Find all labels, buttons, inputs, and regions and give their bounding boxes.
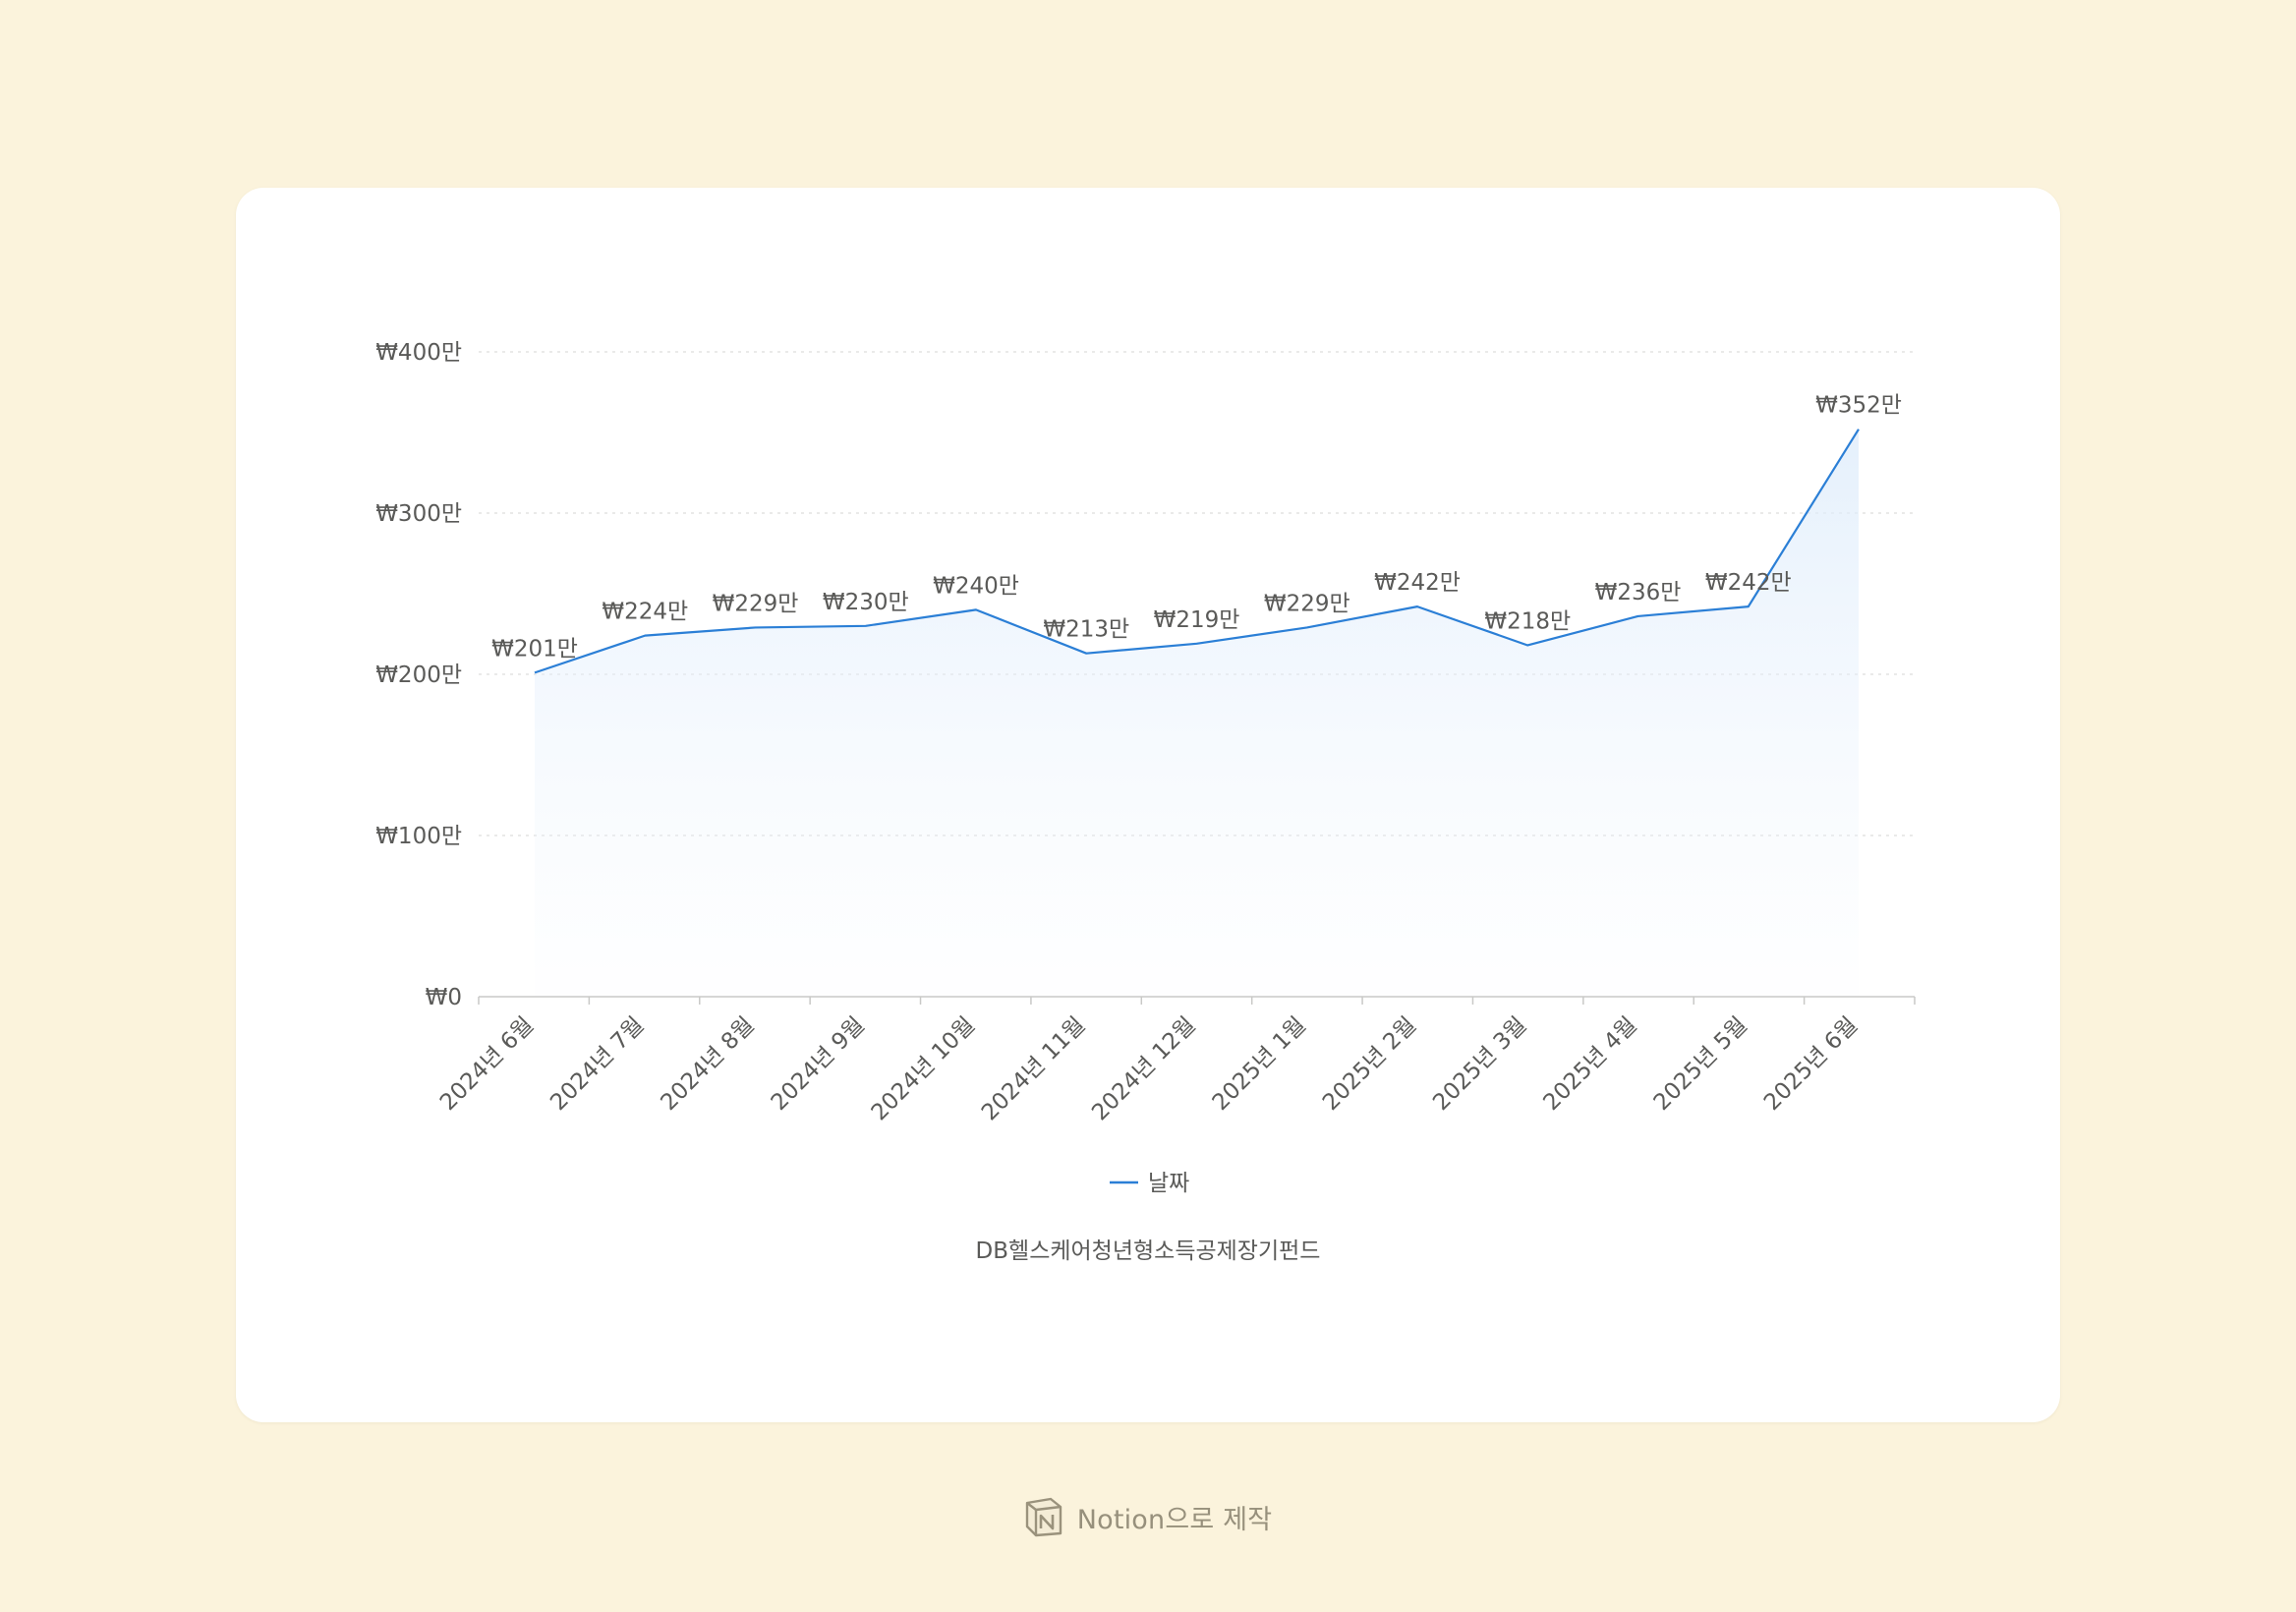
data-label: ₩213만 bbox=[1043, 617, 1129, 643]
line-chart: ₩0₩100만₩200만₩300만₩400만 2024년 6월 2024년 7월 2… bbox=[375, 340, 1916, 1264]
data-point[interactable] bbox=[973, 606, 979, 612]
data-label: ₩218만 bbox=[1484, 608, 1571, 634]
x-tick-label: 2024년 10월 bbox=[867, 1012, 981, 1126]
x-tick-label: 2025년 4월 bbox=[1539, 1012, 1642, 1116]
data-point[interactable] bbox=[642, 633, 648, 639]
data-label: ₩201만 bbox=[491, 636, 578, 662]
x-tick-label: 2024년 6월 bbox=[435, 1012, 539, 1116]
data-point[interactable] bbox=[532, 669, 538, 675]
data-point[interactable] bbox=[863, 623, 869, 629]
data-label: ₩224만 bbox=[602, 600, 688, 625]
x-axis bbox=[478, 996, 1916, 1005]
data-label: ₩240만 bbox=[933, 573, 1019, 599]
data-point[interactable] bbox=[1636, 613, 1641, 619]
notion-icon bbox=[1025, 1497, 1062, 1537]
x-tick-label: 2024년 7월 bbox=[545, 1012, 649, 1116]
data-point[interactable] bbox=[1083, 651, 1089, 657]
series-line bbox=[534, 429, 1860, 674]
y-tick-label: ₩100만 bbox=[375, 824, 462, 849]
data-labels: ₩201만 ₩224만 ₩229만 ₩230만 ₩240만 ₩213만 ₩219만 ₩229만… bbox=[491, 393, 1902, 662]
x-tick-label: 2025년 5월 bbox=[1649, 1012, 1752, 1116]
data-label: ₩352만 bbox=[1815, 393, 1902, 419]
legend-label: 날짜 bbox=[1148, 1171, 1189, 1196]
y-tick-label: ₩0 bbox=[426, 985, 462, 1010]
data-point[interactable] bbox=[1856, 427, 1862, 432]
data-label: ₩229만 bbox=[713, 591, 799, 616]
data-point[interactable] bbox=[753, 624, 759, 630]
chart-title: DB헬스케어청년형소득공제장기펀드 bbox=[976, 1238, 1321, 1264]
x-tick-label: 2025년 1월 bbox=[1208, 1012, 1311, 1116]
data-label: ₩229만 bbox=[1264, 591, 1350, 616]
series-line-layer bbox=[532, 427, 1862, 675]
data-point[interactable] bbox=[1746, 604, 1751, 609]
x-tick-label: 2024년 11월 bbox=[977, 1012, 1091, 1126]
made-with-notion[interactable]: Notion으로 제작 bbox=[0, 1493, 2296, 1540]
x-tick-label: 2024년 9월 bbox=[767, 1012, 870, 1116]
area-fill-layer bbox=[535, 429, 1859, 998]
x-tick-label: 2024년 8월 bbox=[657, 1012, 760, 1116]
data-label: ₩236만 bbox=[1595, 580, 1682, 605]
chart-card: ₩0 ₩100만 ₩200만 ₩300만 ₩400만 2024년 6월 2024년 7월 2… bbox=[236, 188, 2060, 1422]
y-tick-label: ₩300만 bbox=[375, 501, 462, 527]
x-tick-label: 2025년 3월 bbox=[1428, 1012, 1531, 1116]
data-point[interactable] bbox=[1304, 624, 1310, 630]
data-point[interactable] bbox=[1524, 642, 1530, 648]
data-label: ₩242만 bbox=[1374, 570, 1461, 596]
data-label: ₩219만 bbox=[1154, 607, 1240, 633]
x-tick-label: 2025년 2월 bbox=[1318, 1012, 1421, 1116]
data-point[interactable] bbox=[1194, 641, 1200, 647]
x-tick-label: 2024년 12월 bbox=[1087, 1012, 1201, 1126]
y-axis-labels: ₩0 ₩100만 ₩200만 ₩300만 ₩400만 bbox=[375, 340, 462, 1010]
footer-text: Notion으로 제작 bbox=[1076, 1504, 1273, 1535]
data-label: ₩230만 bbox=[823, 590, 909, 615]
area-fill bbox=[535, 429, 1859, 998]
data-point[interactable] bbox=[1414, 604, 1420, 609]
x-tick-label: 2025년 6월 bbox=[1759, 1012, 1863, 1116]
legend[interactable]: 날짜 bbox=[1110, 1171, 1189, 1196]
data-label: ₩242만 bbox=[1705, 570, 1792, 596]
y-tick-label: ₩200만 bbox=[375, 662, 462, 688]
y-tick-label: ₩400만 bbox=[375, 340, 462, 366]
